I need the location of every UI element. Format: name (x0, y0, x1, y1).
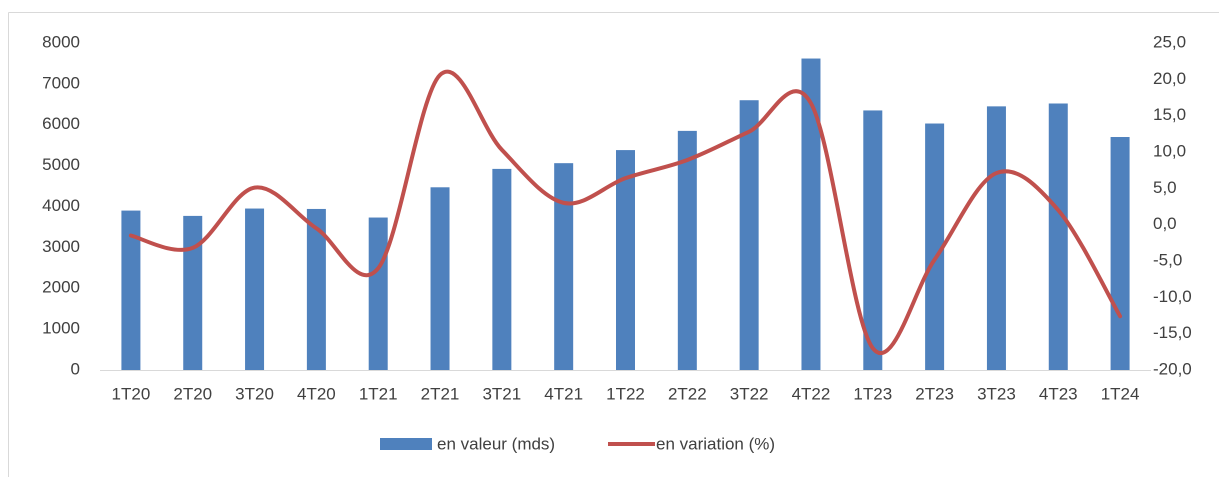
x-tick-label: 4T21 (544, 384, 583, 403)
x-tick-label: 1T20 (112, 384, 151, 403)
y-tick-label: 4000 (42, 196, 80, 215)
bar (430, 187, 450, 370)
x-tick-label: 1T21 (359, 384, 398, 403)
y-tick-label: 0 (71, 359, 80, 378)
bar (492, 168, 512, 370)
bar (368, 217, 388, 370)
y-tick-label: 3000 (42, 237, 80, 256)
y-tick-label: 1000 (42, 319, 80, 338)
y2-tick-label: -5,0 (1153, 250, 1182, 269)
x-tick-label: 3T21 (482, 384, 521, 403)
bar (245, 208, 265, 370)
y-tick-label: 5000 (42, 155, 80, 174)
y-tick-label: 7000 (42, 73, 80, 92)
bar (801, 58, 821, 370)
bar (121, 210, 141, 370)
y2-tick-label: 5,0 (1153, 178, 1177, 197)
legend-label: en valeur (mds) (437, 434, 555, 453)
y-tick-label: 6000 (42, 114, 80, 133)
bar (1110, 137, 1130, 370)
x-tick-label: 1T23 (853, 384, 892, 403)
y2-tick-label: 25,0 (1153, 32, 1186, 51)
x-tick-label: 3T22 (730, 384, 769, 403)
x-tick-label: 3T23 (977, 384, 1016, 403)
y-tick-label: 8000 (42, 32, 80, 51)
x-tick-label: 1T24 (1101, 384, 1140, 403)
y2-tick-label: -15,0 (1153, 323, 1192, 342)
x-tick-label: 4T20 (297, 384, 336, 403)
y2-tick-label: 10,0 (1153, 141, 1186, 160)
y2-tick-label: 0,0 (1153, 214, 1177, 233)
bar (616, 150, 635, 370)
x-tick-label: 2T20 (173, 384, 212, 403)
y2-tick-label: 20,0 (1153, 69, 1186, 88)
x-tick-label: 1T22 (606, 384, 645, 403)
y2-tick-label: 15,0 (1153, 105, 1186, 124)
y2-tick-label: -20,0 (1153, 359, 1192, 378)
bar (183, 215, 203, 370)
x-tick-label: 2T21 (421, 384, 460, 403)
bar (554, 163, 574, 370)
x-tick-label: 4T23 (1039, 384, 1078, 403)
x-tick-label: 3T20 (235, 384, 274, 403)
bar (986, 106, 1006, 370)
bar (925, 123, 945, 371)
legend-swatch (380, 438, 432, 450)
bar (306, 208, 326, 370)
bar (863, 110, 883, 370)
x-tick-label: 4T22 (792, 384, 831, 403)
bar (1048, 103, 1068, 371)
x-tick-label: 2T22 (668, 384, 707, 403)
line (128, 69, 1123, 355)
legend-label: en variation (%) (656, 434, 775, 453)
bar (739, 100, 759, 370)
bar (677, 130, 697, 370)
y-tick-label: 2000 (42, 278, 80, 297)
y2-tick-label: -10,0 (1153, 287, 1192, 306)
x-tick-label: 2T23 (915, 384, 954, 403)
